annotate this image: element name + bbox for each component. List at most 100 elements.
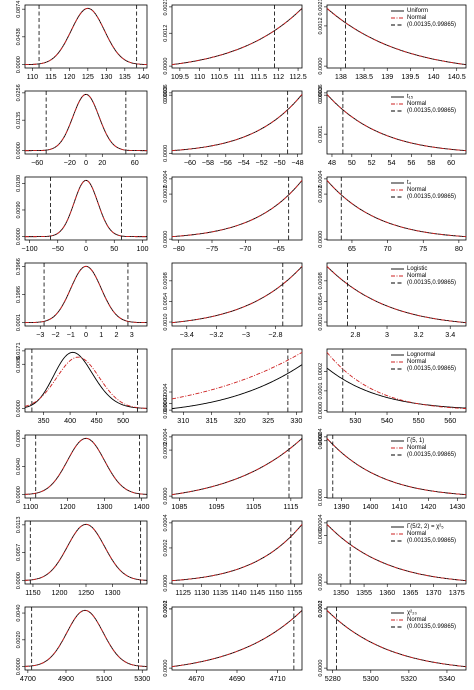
target-density-curve bbox=[24, 351, 148, 409]
x-tick-label: 1300 bbox=[105, 588, 121, 597]
y-tick-label: 0.0057 bbox=[16, 544, 22, 561]
x-tick-label: 139 bbox=[381, 72, 393, 81]
plot-frame bbox=[326, 90, 467, 155]
x-tick-label: 1355 bbox=[356, 588, 372, 597]
normal-density-curve bbox=[24, 356, 148, 409]
x-tick-label: 138.5 bbox=[355, 72, 373, 81]
y-tick-label: 0.0002 bbox=[163, 600, 169, 617]
y-tick-label: 0.0000 bbox=[16, 400, 22, 417]
y-tick-label: 0.0002 bbox=[163, 539, 169, 556]
x-tick-label: 56 bbox=[407, 158, 415, 167]
x-tick-label: 3 bbox=[130, 330, 134, 339]
y-tick-label: 0.0256 bbox=[16, 84, 22, 101]
x-tick-label: 58 bbox=[427, 158, 435, 167]
x-tick-label: 60 bbox=[131, 158, 139, 167]
x-tick-label: 1130 bbox=[194, 588, 209, 597]
y-tick-label: 0.0000 bbox=[16, 572, 22, 589]
normal-density-curve bbox=[171, 180, 303, 238]
normal-density-curve bbox=[171, 610, 303, 668]
y-tick-label: 0.0180 bbox=[16, 175, 22, 192]
x-tick-label: 70 bbox=[384, 244, 392, 253]
x-tick-label: 20 bbox=[98, 158, 106, 167]
plot-frame bbox=[326, 4, 467, 69]
y-tick-label: 0.0000 bbox=[16, 56, 22, 73]
x-tick-label: 140.5 bbox=[448, 72, 466, 81]
x-tick-label: 130 bbox=[100, 72, 112, 81]
x-tick-label: 65 bbox=[348, 244, 356, 253]
x-tick-label: 320 bbox=[234, 416, 246, 425]
normal-density-curve bbox=[326, 180, 467, 238]
panel-r4-density: −3 −2 −1 0 1 2 3 0.0001 0.1986 0.3966 bbox=[16, 258, 148, 339]
normal-density-curve bbox=[25, 93, 147, 152]
plot-frame bbox=[24, 4, 148, 69]
normal-density-curve bbox=[171, 438, 303, 496]
target-density-curve bbox=[171, 266, 303, 324]
x-tick-label: 5340 bbox=[439, 674, 455, 683]
x-tick-label: −80 bbox=[173, 244, 185, 253]
x-tick-label: 1100 bbox=[23, 502, 38, 511]
y-tick-label: 0.0006 bbox=[163, 84, 169, 101]
y-tick-label: 0.0001 bbox=[16, 314, 22, 331]
target-density-curve bbox=[171, 610, 303, 668]
y-tick-label: 0.0000 bbox=[318, 58, 324, 75]
y-tick-label: 0.0003 bbox=[318, 87, 324, 104]
normal-density-curve bbox=[24, 7, 148, 66]
x-tick-label: 1 bbox=[99, 330, 103, 339]
y-tick-label: 0.0040 bbox=[16, 604, 22, 621]
y-tick-label: 0.0001 bbox=[163, 600, 169, 617]
x-tick-label: 400 bbox=[64, 416, 76, 425]
x-tick-label: 50 bbox=[110, 244, 118, 253]
plot-frame bbox=[24, 262, 148, 327]
y-tick-label: 0.0000 bbox=[163, 58, 169, 75]
legend bbox=[389, 92, 463, 116]
x-tick-label: 1125 bbox=[175, 588, 190, 597]
y-tick-label: 0.0000 bbox=[163, 575, 169, 592]
x-tick-label: 0 bbox=[84, 158, 88, 167]
y-tick-label: 0.0000 bbox=[16, 228, 22, 245]
target-density-curve bbox=[24, 7, 148, 66]
x-tick-label: 4710 bbox=[270, 674, 286, 683]
x-tick-label: 110 bbox=[194, 72, 205, 81]
x-tick-label: 1375 bbox=[449, 588, 465, 597]
plot-frame bbox=[326, 348, 467, 413]
normal-density-curve bbox=[171, 524, 303, 582]
x-tick-label: 1105 bbox=[246, 502, 261, 511]
y-tick-label: 0.0000 bbox=[16, 486, 22, 503]
x-tick-label: 350 bbox=[38, 416, 50, 425]
normal-density-curve bbox=[326, 352, 467, 410]
x-tick-label: 5100 bbox=[96, 674, 112, 683]
panel-r7-lower-tail: 1125 1130 1135 1140 1145 1150 11550.00000.0002… bbox=[163, 514, 303, 597]
x-tick-label: 0 bbox=[84, 244, 88, 253]
y-tick-label: 0.0040 bbox=[16, 458, 22, 475]
y-tick-label: 0.0000 bbox=[16, 142, 22, 159]
x-tick-label: −60 bbox=[184, 158, 196, 167]
y-tick-label: 0.0000 bbox=[318, 574, 324, 591]
plot-frame bbox=[326, 176, 467, 241]
y-tick-label: 0.0000 bbox=[163, 402, 169, 419]
y-tick-label: 0.0135 bbox=[16, 112, 22, 129]
x-tick-label: 110 bbox=[27, 72, 38, 81]
x-tick-label: −3 bbox=[36, 330, 44, 339]
x-tick-label: 125 bbox=[82, 72, 94, 81]
plot-frame bbox=[171, 520, 303, 585]
y-tick-label: 0.0002 bbox=[163, 395, 169, 412]
x-tick-label: 4690 bbox=[229, 674, 245, 683]
y-tick-label: 0.0171 bbox=[16, 342, 22, 359]
x-tick-label: 5300 bbox=[363, 674, 379, 683]
x-tick-label: 1145 bbox=[250, 588, 265, 597]
y-tick-label: 0.0001 bbox=[318, 126, 324, 143]
y-tick-label: 0.0006 bbox=[318, 84, 324, 101]
panel-r2-density: −60 −20 0 20 60 0.0000 0.0135 0.0256 bbox=[16, 84, 148, 167]
y-tick-label: 0.0054 bbox=[318, 293, 324, 310]
x-tick-label: 4900 bbox=[58, 674, 74, 683]
x-tick-label: 111.5 bbox=[250, 72, 267, 81]
y-tick-label: 0.0098 bbox=[163, 272, 169, 289]
target-density-curve bbox=[171, 364, 303, 410]
y-tick-label: 0.0002 bbox=[318, 600, 324, 617]
x-tick-label: 3 bbox=[385, 330, 389, 339]
x-tick-label: −3.2 bbox=[209, 330, 223, 339]
